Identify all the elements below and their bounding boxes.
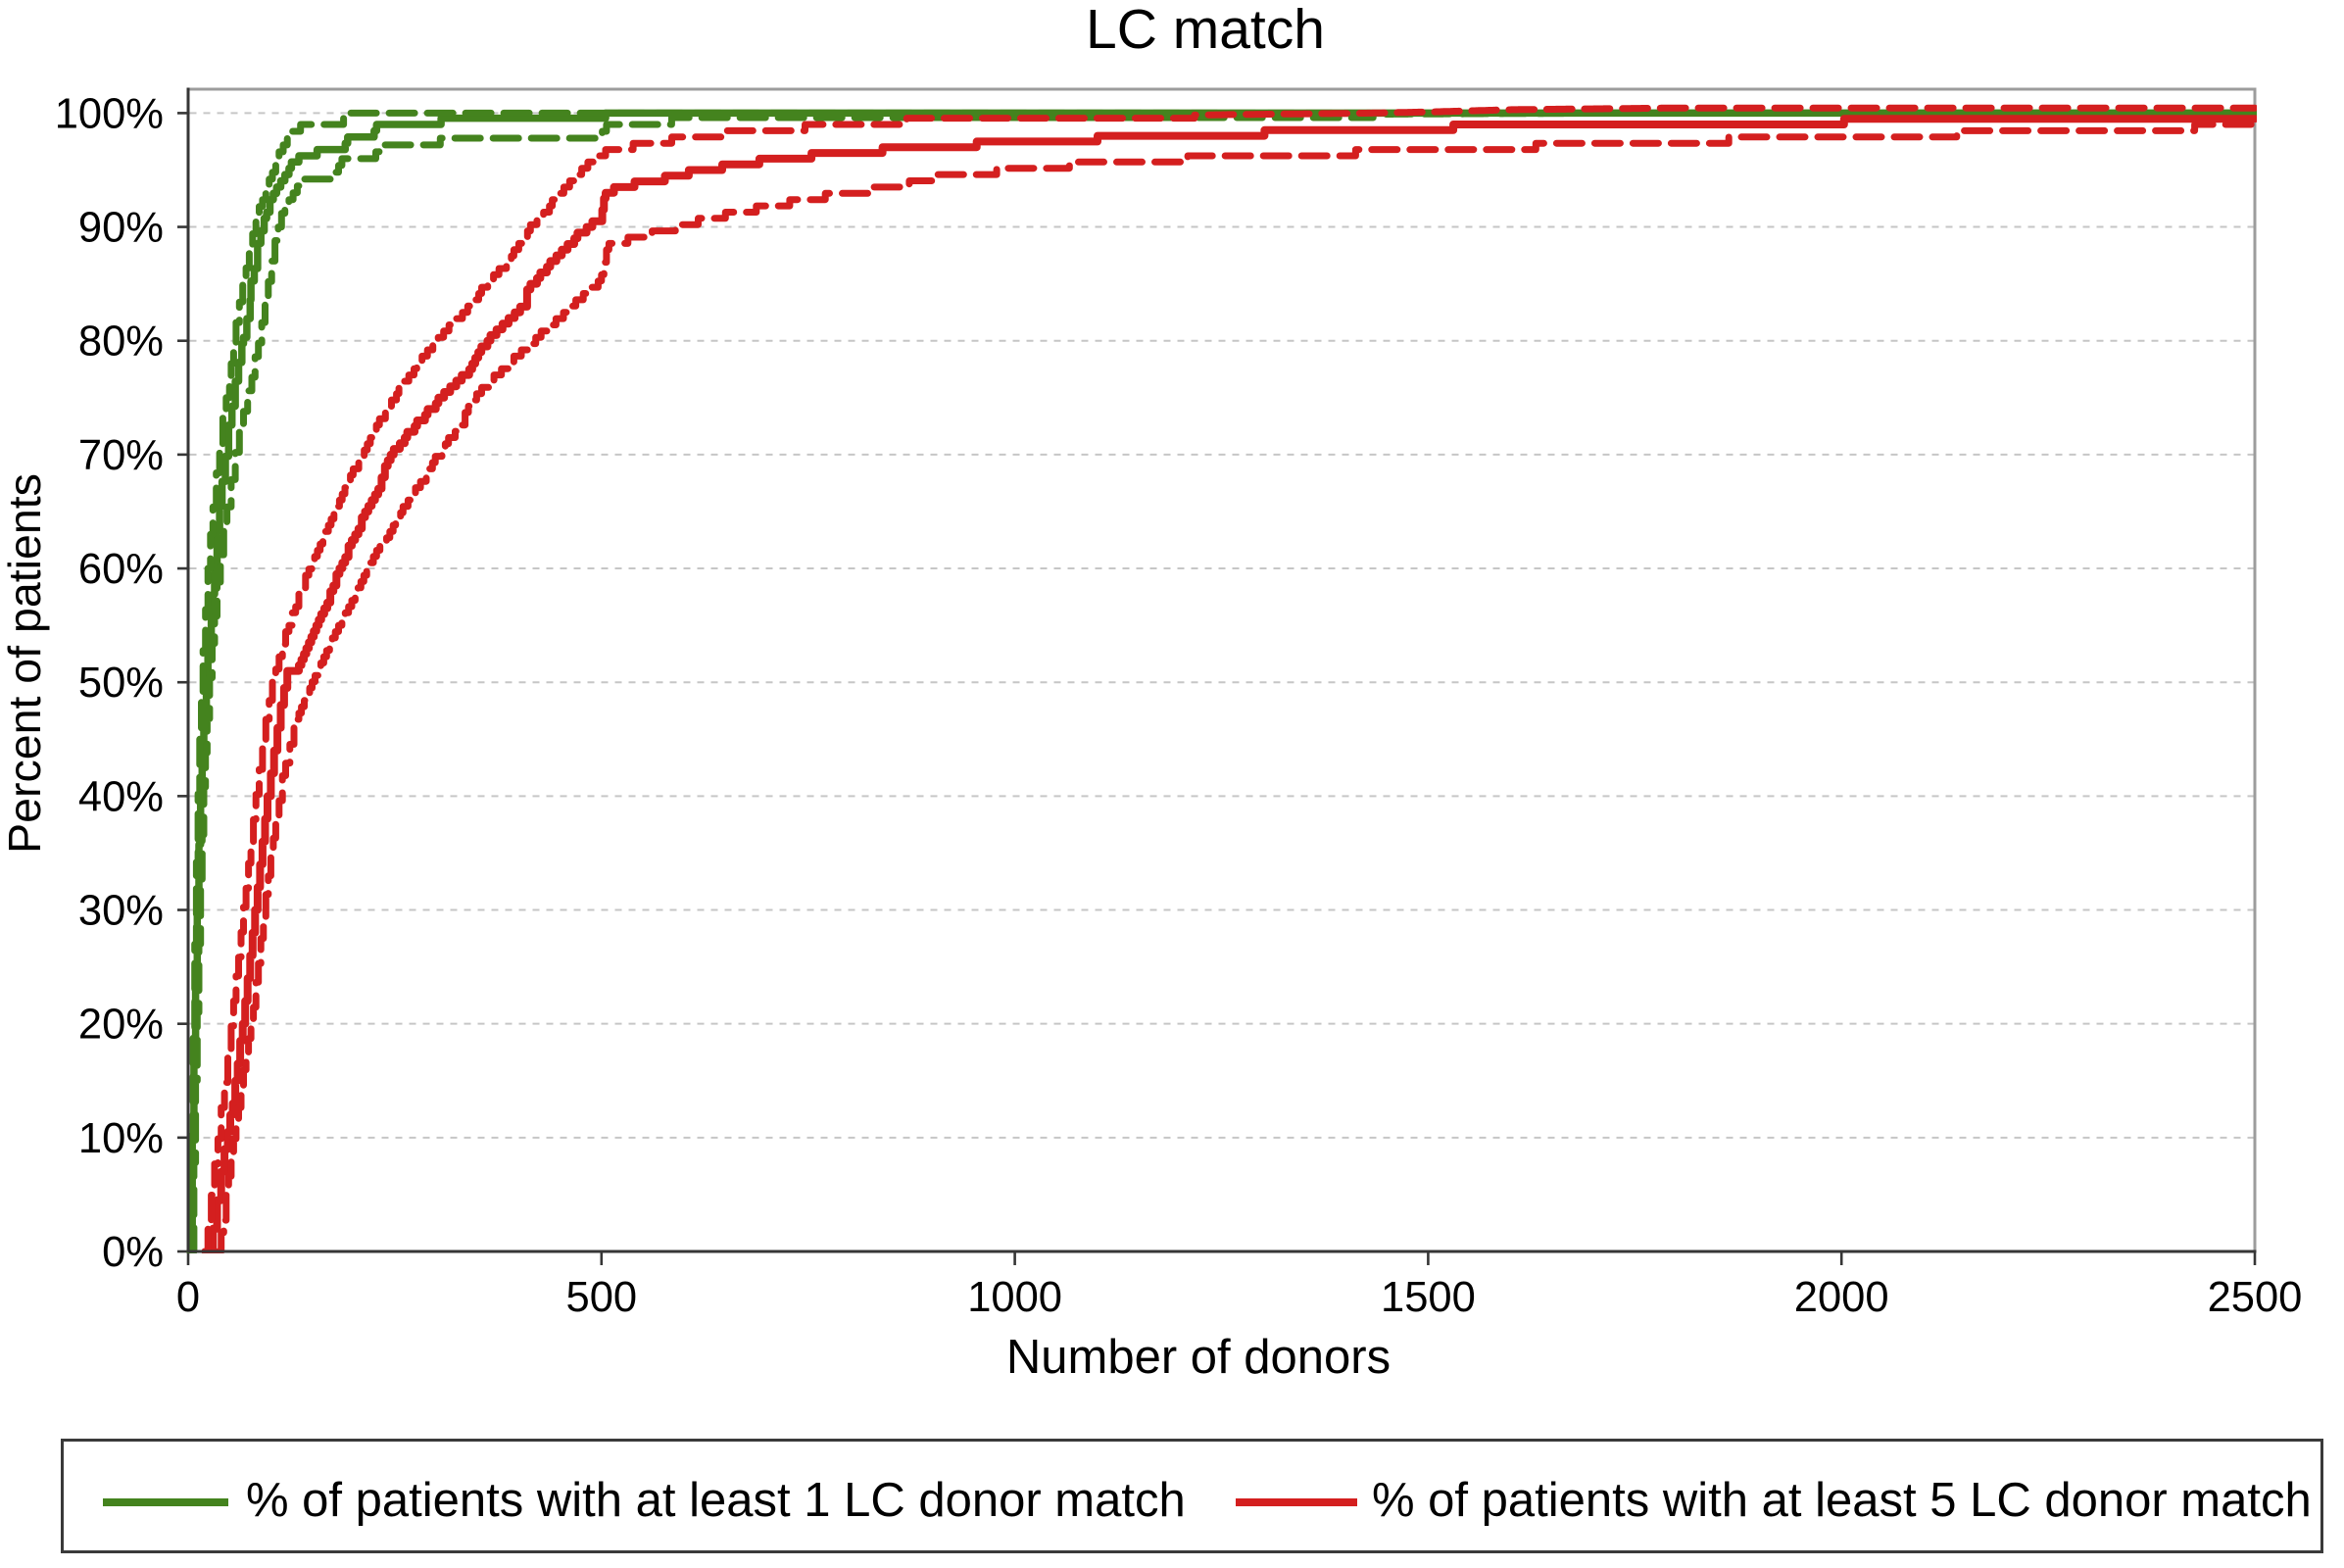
svg-text:Percent of patients: Percent of patients bbox=[0, 473, 50, 854]
svg-text:0%: 0% bbox=[102, 1229, 164, 1276]
svg-text:20%: 20% bbox=[78, 1002, 164, 1049]
svg-text:100%: 100% bbox=[55, 90, 164, 137]
svg-text:1500: 1500 bbox=[1381, 1274, 1476, 1321]
svg-text:LC match: LC match bbox=[1086, 0, 1325, 61]
svg-text:0: 0 bbox=[176, 1274, 200, 1321]
svg-text:50%: 50% bbox=[78, 660, 164, 707]
svg-text:Number of donors: Number of donors bbox=[1006, 1331, 1391, 1384]
svg-text:60%: 60% bbox=[78, 546, 164, 593]
svg-text:70%: 70% bbox=[78, 432, 164, 479]
svg-text:1000: 1000 bbox=[967, 1274, 1062, 1321]
svg-text:500: 500 bbox=[566, 1274, 638, 1321]
svg-text:90%: 90% bbox=[78, 205, 164, 252]
svg-text:40%: 40% bbox=[78, 773, 164, 820]
svg-text:2500: 2500 bbox=[2208, 1274, 2303, 1321]
svg-text:10%: 10% bbox=[78, 1115, 164, 1162]
svg-text:80%: 80% bbox=[78, 318, 164, 366]
svg-text:% of patients with at least 5: % of patients with at least 5 LC donor m… bbox=[1372, 1474, 2312, 1527]
svg-text:30%: 30% bbox=[78, 888, 164, 935]
svg-text:% of patients with at least 1: % of patients with at least 1 LC donor m… bbox=[246, 1474, 1186, 1527]
svg-text:2000: 2000 bbox=[1794, 1274, 1889, 1321]
